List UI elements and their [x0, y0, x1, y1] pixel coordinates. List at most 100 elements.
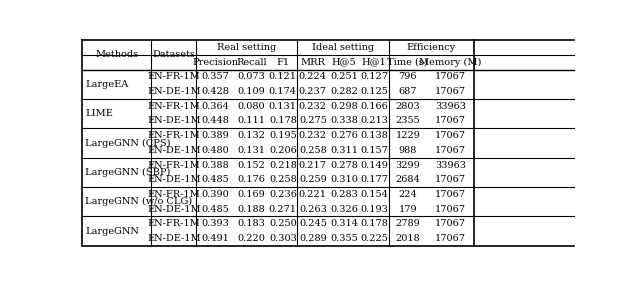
- Text: 0.448: 0.448: [202, 116, 229, 125]
- Text: 2684: 2684: [396, 175, 420, 184]
- Text: 687: 687: [399, 87, 417, 96]
- Text: 0.355: 0.355: [330, 234, 358, 243]
- Text: 0.275: 0.275: [299, 116, 327, 125]
- Text: 0.232: 0.232: [299, 102, 327, 111]
- Text: 0.283: 0.283: [330, 190, 358, 199]
- Text: 0.131: 0.131: [269, 102, 297, 111]
- Text: 0.388: 0.388: [202, 160, 229, 169]
- Text: MRR: MRR: [300, 58, 325, 67]
- Text: EN-DE-1M: EN-DE-1M: [147, 175, 200, 184]
- Text: 33963: 33963: [435, 102, 466, 111]
- Text: EN-DE-1M: EN-DE-1M: [147, 87, 200, 96]
- Text: 17067: 17067: [435, 219, 466, 228]
- Text: EN-FR-1M: EN-FR-1M: [147, 160, 200, 169]
- Text: 0.169: 0.169: [237, 190, 266, 199]
- Text: 0.232: 0.232: [299, 131, 327, 140]
- Text: 1229: 1229: [396, 131, 420, 140]
- Text: 179: 179: [399, 205, 417, 214]
- Text: 0.154: 0.154: [360, 190, 388, 199]
- Text: LargeGNN (CPS): LargeGNN (CPS): [85, 139, 170, 148]
- Text: 0.258: 0.258: [299, 146, 327, 155]
- Text: 17067: 17067: [435, 146, 466, 155]
- Text: 17067: 17067: [435, 234, 466, 243]
- Text: 0.217: 0.217: [299, 160, 327, 169]
- Text: 0.338: 0.338: [330, 116, 358, 125]
- Text: 0.166: 0.166: [360, 102, 388, 111]
- Text: EN-FR-1M: EN-FR-1M: [147, 72, 200, 81]
- Text: Recall: Recall: [236, 58, 267, 67]
- Text: 0.206: 0.206: [269, 146, 297, 155]
- Text: 0.177: 0.177: [360, 175, 388, 184]
- Text: 0.218: 0.218: [269, 160, 297, 169]
- Text: 17067: 17067: [435, 205, 466, 214]
- Text: 0.109: 0.109: [237, 87, 266, 96]
- Text: Real setting: Real setting: [217, 43, 276, 52]
- Text: LargeGNN (w/o CLG): LargeGNN (w/o CLG): [85, 197, 192, 206]
- Text: 17067: 17067: [435, 72, 466, 81]
- Text: 0.221: 0.221: [299, 190, 327, 199]
- Text: 0.326: 0.326: [330, 205, 358, 214]
- Text: 0.251: 0.251: [330, 72, 358, 81]
- Text: 0.237: 0.237: [299, 87, 327, 96]
- Text: LargeEA: LargeEA: [85, 80, 128, 89]
- Text: EN-DE-1M: EN-DE-1M: [147, 146, 200, 155]
- Text: 0.310: 0.310: [330, 175, 358, 184]
- Text: 0.480: 0.480: [202, 146, 229, 155]
- Text: 0.364: 0.364: [202, 102, 229, 111]
- Text: 0.188: 0.188: [237, 205, 266, 214]
- Text: F1: F1: [276, 58, 289, 67]
- Text: Ideal setting: Ideal setting: [312, 43, 374, 52]
- Text: 0.298: 0.298: [330, 102, 358, 111]
- Text: LargeGNN: LargeGNN: [85, 226, 139, 235]
- Text: 17067: 17067: [435, 175, 466, 184]
- Text: 0.236: 0.236: [269, 190, 297, 199]
- Text: 0.491: 0.491: [202, 234, 229, 243]
- Text: LIME: LIME: [85, 109, 113, 118]
- Text: 2355: 2355: [396, 116, 420, 125]
- Text: Efficiency: Efficiency: [406, 43, 456, 52]
- Text: 0.132: 0.132: [237, 131, 266, 140]
- Text: 0.428: 0.428: [202, 87, 229, 96]
- Text: 0.263: 0.263: [299, 205, 327, 214]
- Text: 17067: 17067: [435, 190, 466, 199]
- Text: 988: 988: [399, 146, 417, 155]
- Text: 0.393: 0.393: [202, 219, 229, 228]
- Text: 0.259: 0.259: [299, 175, 327, 184]
- Text: Precision: Precision: [193, 58, 239, 67]
- Text: 0.314: 0.314: [330, 219, 358, 228]
- Text: 0.127: 0.127: [360, 72, 388, 81]
- Text: H@1: H@1: [362, 58, 387, 67]
- Text: 0.303: 0.303: [269, 234, 297, 243]
- Text: 0.121: 0.121: [269, 72, 297, 81]
- Text: 0.152: 0.152: [237, 160, 266, 169]
- Text: EN-FR-1M: EN-FR-1M: [147, 219, 200, 228]
- Text: LargeGNN (SBP): LargeGNN (SBP): [85, 168, 170, 177]
- Text: 0.174: 0.174: [269, 87, 297, 96]
- Text: 224: 224: [399, 190, 417, 199]
- Text: 0.485: 0.485: [202, 205, 229, 214]
- Text: 0.111: 0.111: [237, 116, 266, 125]
- Text: 2803: 2803: [396, 102, 420, 111]
- Text: 0.390: 0.390: [202, 190, 229, 199]
- Text: EN-DE-1M: EN-DE-1M: [147, 116, 200, 125]
- Text: 0.176: 0.176: [237, 175, 266, 184]
- Text: H@5: H@5: [332, 58, 356, 67]
- Text: 0.131: 0.131: [237, 146, 266, 155]
- Text: 0.224: 0.224: [299, 72, 327, 81]
- Text: 0.149: 0.149: [360, 160, 388, 169]
- Text: 0.258: 0.258: [269, 175, 297, 184]
- Text: 0.178: 0.178: [360, 219, 388, 228]
- Text: 33963: 33963: [435, 160, 466, 169]
- Text: 17067: 17067: [435, 131, 466, 140]
- Text: 0.278: 0.278: [330, 160, 358, 169]
- Text: 0.289: 0.289: [299, 234, 327, 243]
- Text: EN-FR-1M: EN-FR-1M: [147, 102, 200, 111]
- Text: 0.225: 0.225: [360, 234, 388, 243]
- Text: 0.220: 0.220: [237, 234, 266, 243]
- Text: EN-DE-1M: EN-DE-1M: [147, 234, 200, 243]
- Text: 0.245: 0.245: [299, 219, 327, 228]
- Text: 0.193: 0.193: [360, 205, 388, 214]
- Text: 0.195: 0.195: [269, 131, 297, 140]
- Text: 0.073: 0.073: [237, 72, 266, 81]
- Text: 0.311: 0.311: [330, 146, 358, 155]
